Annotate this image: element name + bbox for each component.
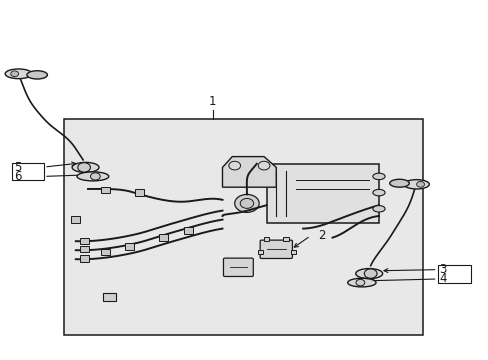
Circle shape (78, 163, 90, 172)
Bar (71, 216, 80, 223)
Bar (266, 164, 378, 223)
Bar (263, 237, 269, 241)
Text: 5: 5 (14, 161, 21, 174)
Ellipse shape (77, 172, 108, 181)
Bar (102, 293, 116, 301)
Bar (80, 238, 88, 244)
Circle shape (416, 181, 424, 187)
Bar (283, 237, 288, 241)
Bar (159, 234, 168, 241)
Ellipse shape (27, 71, 47, 79)
Ellipse shape (5, 69, 32, 79)
Circle shape (11, 71, 19, 77)
Polygon shape (222, 157, 276, 187)
Text: 6: 6 (14, 170, 21, 183)
Text: 2: 2 (317, 229, 325, 242)
Bar (135, 189, 143, 196)
Bar (257, 250, 262, 254)
Bar (80, 246, 88, 252)
Bar (80, 255, 88, 262)
Circle shape (364, 269, 376, 278)
Bar (183, 227, 192, 234)
Bar (291, 250, 296, 254)
Bar (101, 249, 109, 255)
Ellipse shape (372, 173, 385, 180)
Circle shape (90, 173, 100, 180)
Text: 4: 4 (439, 273, 446, 285)
Circle shape (240, 198, 253, 208)
FancyBboxPatch shape (260, 240, 292, 258)
Bar (63, 119, 422, 335)
Ellipse shape (389, 179, 408, 187)
Ellipse shape (372, 206, 385, 212)
Ellipse shape (355, 269, 382, 279)
Ellipse shape (372, 189, 385, 196)
Bar (437, 265, 470, 283)
Ellipse shape (347, 278, 375, 287)
Circle shape (234, 194, 259, 212)
Bar (125, 243, 134, 250)
Text: 1: 1 (208, 95, 216, 108)
Ellipse shape (72, 162, 99, 172)
Bar (12, 163, 44, 180)
Text: 3: 3 (439, 263, 446, 276)
Circle shape (355, 279, 364, 286)
FancyBboxPatch shape (223, 258, 253, 276)
Ellipse shape (403, 180, 428, 189)
Bar (101, 187, 109, 193)
